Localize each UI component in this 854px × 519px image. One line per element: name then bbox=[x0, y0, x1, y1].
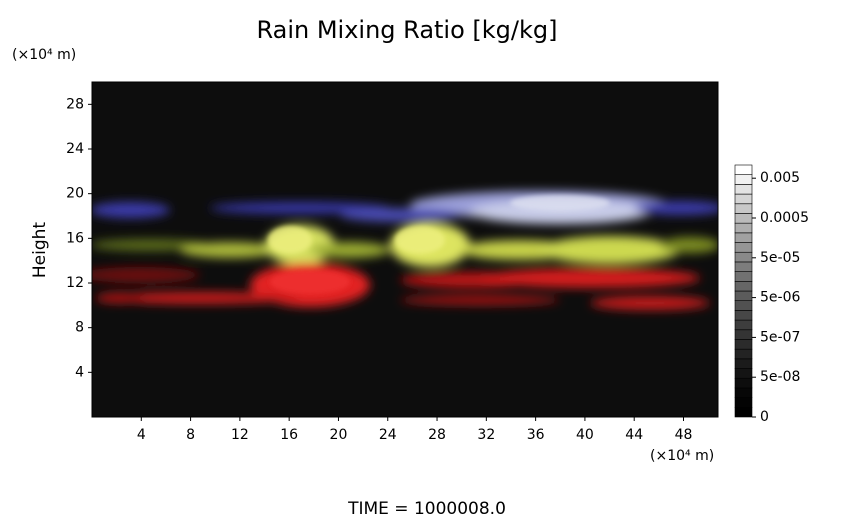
colorbar-stripe bbox=[734, 281, 753, 292]
x-tick-label: 4 bbox=[137, 427, 146, 443]
colorbar-stripe bbox=[734, 174, 753, 185]
colorbar-tick-label: 5e-06 bbox=[760, 290, 800, 306]
y-tick-label: 20 bbox=[66, 186, 84, 202]
x-tick-label: 20 bbox=[330, 427, 348, 443]
y-unit: (×10⁴ m) bbox=[12, 47, 76, 63]
colorbar: 0 5e-08 5e-07 5e-06 5e-05 0.0005 0.005 bbox=[734, 164, 809, 425]
y-axis-label: Height bbox=[30, 222, 50, 279]
x-tick-label: 40 bbox=[576, 427, 594, 443]
x-tick-label: 24 bbox=[379, 427, 397, 443]
chart-title: Rain Mixing Ratio [kg/kg] bbox=[256, 16, 557, 44]
colorbar-stripe bbox=[734, 164, 753, 175]
x-tick-label: 12 bbox=[231, 427, 249, 443]
footer: TIME = 1000008.0 bbox=[347, 499, 506, 519]
colorbar-stripe bbox=[734, 358, 753, 369]
y-tick-label: 28 bbox=[66, 96, 84, 112]
x-tick-label: 32 bbox=[477, 427, 495, 443]
colorbar-tick-label: 0 bbox=[760, 409, 769, 425]
colorbar-stripe bbox=[734, 407, 753, 418]
x-tick-label: 28 bbox=[428, 427, 446, 443]
colorbar-stripe bbox=[734, 251, 753, 263]
colorbar-stripe bbox=[734, 300, 753, 311]
colorbar-stripe bbox=[734, 213, 753, 224]
volume-render bbox=[92, 191, 718, 310]
plot-frame bbox=[91, 81, 719, 418]
colorbar-tick-label: 5e-05 bbox=[760, 250, 800, 266]
colorbar-stripe bbox=[734, 261, 753, 272]
colorbar-stripe bbox=[734, 387, 753, 398]
colorbar-stripe bbox=[734, 184, 753, 195]
colorbar-stripe bbox=[734, 290, 753, 301]
colorbar-stripe bbox=[734, 377, 753, 389]
y-tick-label: 4 bbox=[75, 364, 84, 380]
colorbar-stripe bbox=[734, 193, 753, 205]
colorbar-stripe bbox=[734, 310, 753, 321]
x-tick-label: 44 bbox=[625, 427, 643, 443]
colorbar-stripe bbox=[734, 203, 753, 214]
colorbar-tick-label: 0.0005 bbox=[760, 210, 809, 226]
colorbar-tick-label: 0.005 bbox=[760, 170, 800, 186]
x-tick-label: 48 bbox=[675, 427, 693, 443]
colorbar-stripe bbox=[734, 242, 753, 253]
colorbar-stripe bbox=[734, 319, 753, 331]
colorbar-stripe bbox=[734, 348, 753, 360]
colorbar-tick-label: 5e-07 bbox=[760, 329, 800, 345]
colorbar-stripe bbox=[734, 271, 753, 282]
colorbar-stripe bbox=[734, 232, 753, 243]
y-tick-label: 24 bbox=[66, 141, 84, 157]
colorbar-stripe bbox=[734, 368, 753, 379]
x-unit: (×10⁴ m) bbox=[650, 448, 714, 464]
x-tick-label: 36 bbox=[527, 427, 545, 443]
colorbar-tick-label: 5e-08 bbox=[760, 369, 800, 385]
y-tick-label: 16 bbox=[66, 230, 84, 246]
colorbar-stripe bbox=[734, 339, 753, 350]
x-tick-label: 16 bbox=[280, 427, 298, 443]
colorbar-stripe bbox=[734, 329, 753, 340]
colorbar-stripe bbox=[734, 397, 753, 408]
colorbar-stripe bbox=[734, 222, 753, 234]
x-tick-label: 8 bbox=[186, 427, 195, 443]
y-tick-label: 12 bbox=[66, 275, 84, 291]
y-tick-label: 8 bbox=[75, 320, 84, 336]
